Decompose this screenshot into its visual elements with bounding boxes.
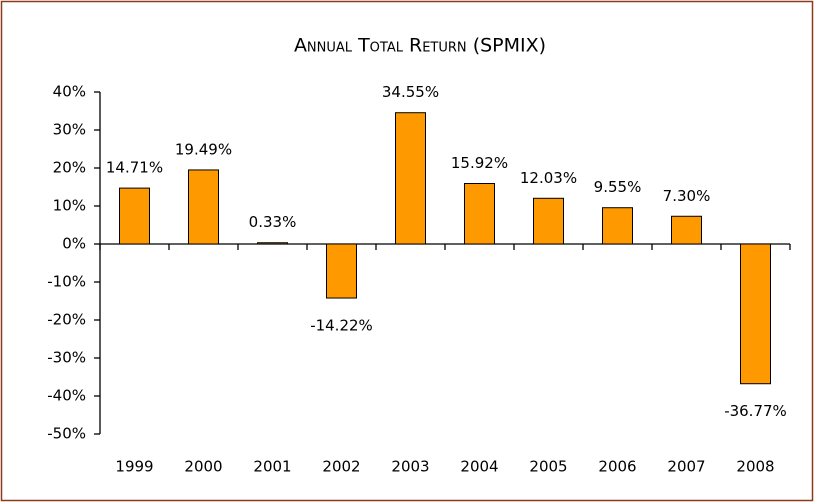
value-label: 34.55% <box>382 83 439 101</box>
value-label: -14.22% <box>310 317 373 335</box>
x-tick-label: 2002 <box>322 458 360 476</box>
y-tick-label: -30% <box>47 349 86 367</box>
x-tick-label: 2005 <box>529 458 567 476</box>
x-tick-label: 2006 <box>598 458 636 476</box>
x-tick-label: 2003 <box>391 458 429 476</box>
x-tick-label: 2001 <box>253 458 291 476</box>
bar <box>395 112 426 245</box>
x-tick-label: 2007 <box>667 458 705 476</box>
y-tick-label: -40% <box>47 387 86 405</box>
bar <box>533 197 564 245</box>
value-label: 7.30% <box>663 187 711 205</box>
bar <box>326 243 357 299</box>
chart-title: Annual Total Return (SPMIX) <box>294 35 546 57</box>
y-tick-label: 40% <box>53 83 86 101</box>
y-tick-label: -20% <box>47 311 86 329</box>
bar <box>119 187 150 245</box>
y-tick-label: 0% <box>62 235 86 253</box>
x-tick-label: 1999 <box>115 458 153 476</box>
x-tick-label: 2008 <box>736 458 774 476</box>
bar <box>464 183 495 245</box>
value-label: 12.03% <box>520 169 577 187</box>
y-tick-label: -10% <box>47 273 86 291</box>
value-label: 0.33% <box>249 213 297 231</box>
bar <box>257 242 288 245</box>
value-label: 14.71% <box>106 159 163 177</box>
y-tick-label: 10% <box>53 197 86 215</box>
bar <box>188 169 219 245</box>
x-tick-label: 2000 <box>184 458 222 476</box>
value-label: 19.49% <box>175 140 232 158</box>
bar <box>602 207 633 245</box>
y-tick-label: 20% <box>53 159 86 177</box>
y-tick-label: 30% <box>53 121 86 139</box>
y-tick-label: -50% <box>47 425 86 443</box>
bar <box>671 215 702 245</box>
bar <box>740 243 771 385</box>
x-tick-label: 2004 <box>460 458 498 476</box>
value-label: 15.92% <box>451 154 508 172</box>
value-label: -36.77% <box>724 402 787 420</box>
value-label: 9.55% <box>594 178 642 196</box>
